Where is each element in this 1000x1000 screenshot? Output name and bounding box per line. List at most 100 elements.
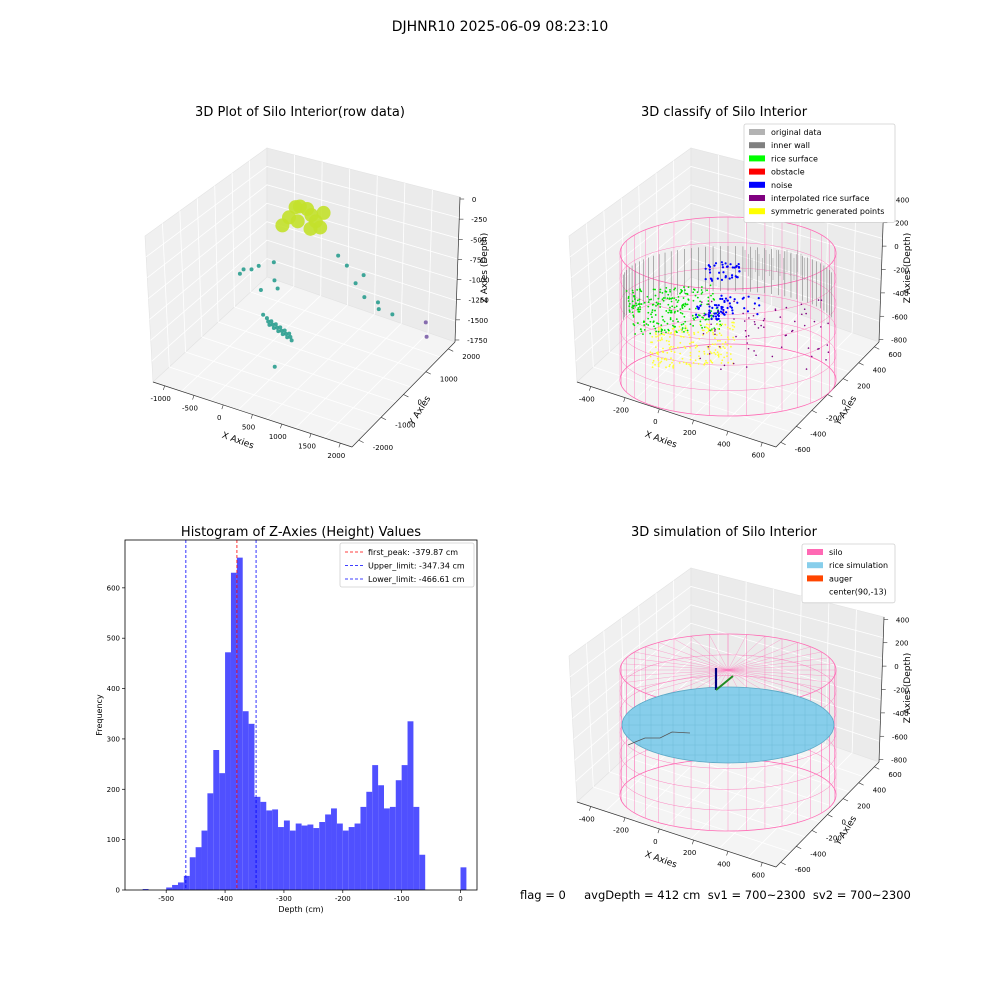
classify-interpolated-point bbox=[745, 366, 748, 368]
classify-z-axis-label: Z Axies (Depth) bbox=[903, 233, 913, 304]
classify-z-tick-label: 200 bbox=[895, 220, 908, 228]
classify-noise-point bbox=[728, 302, 731, 305]
simulation-silo-roof-spoke bbox=[727, 651, 822, 671]
simulation-silo-roof-spoke bbox=[645, 669, 729, 694]
classify-rice-surface-point bbox=[682, 297, 685, 299]
raw-y-tick-label: -1000 bbox=[395, 421, 415, 429]
histogram-bar bbox=[283, 820, 290, 890]
classify-noise-point bbox=[721, 266, 725, 269]
classify-interpolated-point bbox=[820, 326, 822, 328]
simulation-y-tick-label: -400 bbox=[810, 850, 826, 858]
classify-symmetric-point bbox=[655, 333, 657, 336]
classify-rice-surface-point bbox=[680, 288, 682, 291]
simulation-z-axis-label: Z Axies (Depth) bbox=[903, 653, 913, 724]
raw-point-mid bbox=[376, 307, 381, 312]
classify-noise-point bbox=[720, 294, 723, 297]
classify-rice-surface-point bbox=[670, 310, 673, 312]
simulation-floor-grid-line bbox=[593, 786, 791, 853]
classify-rice-surface-point bbox=[680, 323, 683, 326]
classify-symmetric-point bbox=[672, 366, 675, 369]
raw-x-tick bbox=[192, 395, 195, 400]
classify-z-tick-label: -600 bbox=[892, 313, 908, 321]
simulation-y-tick-label: 600 bbox=[888, 771, 901, 779]
classify-rice-surface-point bbox=[706, 289, 708, 292]
classify-symmetric-point bbox=[714, 337, 716, 340]
classify-symmetric-point bbox=[656, 357, 659, 360]
classify-noise-point bbox=[704, 267, 707, 270]
classify-rice-surface-point bbox=[667, 303, 670, 306]
classify-symmetric-point bbox=[688, 334, 690, 336]
histogram-x-tick-label: -400 bbox=[217, 895, 233, 903]
classify-symmetric-point bbox=[666, 351, 669, 354]
histogram-bar bbox=[460, 867, 467, 890]
classify-interpolated-point bbox=[723, 364, 726, 367]
simulation-z-tick-label: -800 bbox=[891, 757, 907, 765]
classify-y-tick bbox=[858, 362, 864, 366]
classify-symmetric-point bbox=[665, 366, 667, 369]
classify-interpolated-point bbox=[800, 313, 803, 316]
raw-point-lower bbox=[267, 322, 272, 327]
raw-point-lower bbox=[287, 331, 292, 336]
classify-symmetric-point bbox=[684, 347, 687, 350]
classify-symmetric-point bbox=[673, 351, 676, 354]
classify-symmetric-point bbox=[651, 366, 654, 369]
raw-point-lower bbox=[288, 335, 293, 340]
classify-rice-surface-point bbox=[635, 302, 637, 305]
simulation-silo-roof-spoke bbox=[626, 657, 729, 671]
simulation-z-tick-label: 400 bbox=[896, 616, 909, 624]
classify-rice-surface-point bbox=[636, 308, 639, 311]
classify-symmetric-point bbox=[673, 331, 676, 334]
classify-rice-surface-point bbox=[628, 305, 631, 308]
classify-rice-surface-point bbox=[636, 322, 639, 324]
raw-wall-grid-line bbox=[151, 258, 456, 362]
classify-legend: original data inner wall rice surface obsta… bbox=[743, 123, 896, 223]
histogram-bar bbox=[342, 830, 349, 890]
simulation-legend-swatch bbox=[807, 562, 823, 569]
classify-rice-surface-point bbox=[681, 312, 684, 315]
histogram-y-tick-label: 0 bbox=[116, 887, 120, 895]
raw-point-lower bbox=[275, 325, 280, 330]
classify-rice-surface-point bbox=[655, 304, 657, 307]
classify-interpolated-point bbox=[807, 347, 810, 349]
classify-rice-surface-point bbox=[654, 327, 657, 330]
classify-interpolated-point bbox=[710, 300, 713, 303]
classify-noise-point bbox=[729, 296, 732, 299]
classify-z-tick-label: -800 bbox=[891, 337, 907, 345]
histogram-bar bbox=[230, 572, 237, 890]
classify-noise-point bbox=[722, 308, 725, 312]
raw-wall-grid-line bbox=[231, 173, 235, 308]
simulation-silo-roof-spoke bbox=[727, 663, 835, 671]
classify-noise-point bbox=[715, 304, 718, 307]
simulation-wall-grid-line bbox=[586, 643, 594, 788]
raw-y-tick-label: 0 bbox=[418, 399, 422, 407]
classify-symmetric-point bbox=[650, 341, 652, 344]
classify-rice-surface-point bbox=[666, 297, 669, 300]
classify-rice-surface-point bbox=[676, 310, 679, 312]
raw-point-lower bbox=[269, 319, 274, 324]
simulation-wall-grid-line bbox=[603, 630, 610, 773]
simulation-y-tick bbox=[796, 846, 802, 850]
raw-wall-grid-line bbox=[347, 168, 351, 305]
classify-rice-surface-point bbox=[697, 314, 700, 316]
histogram-bar bbox=[242, 711, 249, 890]
classify-rice-surface-point bbox=[654, 314, 657, 316]
classify-symmetric-point bbox=[714, 349, 717, 351]
classify-rice-surface-point bbox=[694, 294, 697, 297]
simulation-silo-roof-spoke bbox=[727, 669, 830, 683]
classify-noise-point bbox=[726, 299, 729, 302]
classify-symmetric-point bbox=[661, 333, 664, 336]
histogram-bar bbox=[213, 750, 220, 890]
classify-rice-surface-point bbox=[640, 330, 643, 333]
classify-rice-surface-point bbox=[710, 294, 712, 297]
classify-symmetric-point bbox=[712, 331, 715, 334]
panel-simulation: 3D simulation of Silo Interior -400-2000… bbox=[568, 525, 913, 880]
histogram-y-tick-label: 200 bbox=[107, 786, 120, 794]
classify-rice-surface-point bbox=[632, 291, 635, 294]
classify-legend-label: rice surface bbox=[771, 154, 818, 163]
histogram-bar bbox=[272, 809, 279, 890]
classify-noise-point bbox=[730, 276, 734, 279]
classify-symmetric-point bbox=[719, 339, 721, 342]
classify-symmetric-point bbox=[649, 351, 652, 354]
simulation-z-tick-label: -600 bbox=[892, 733, 908, 741]
histogram-bar bbox=[395, 780, 402, 890]
